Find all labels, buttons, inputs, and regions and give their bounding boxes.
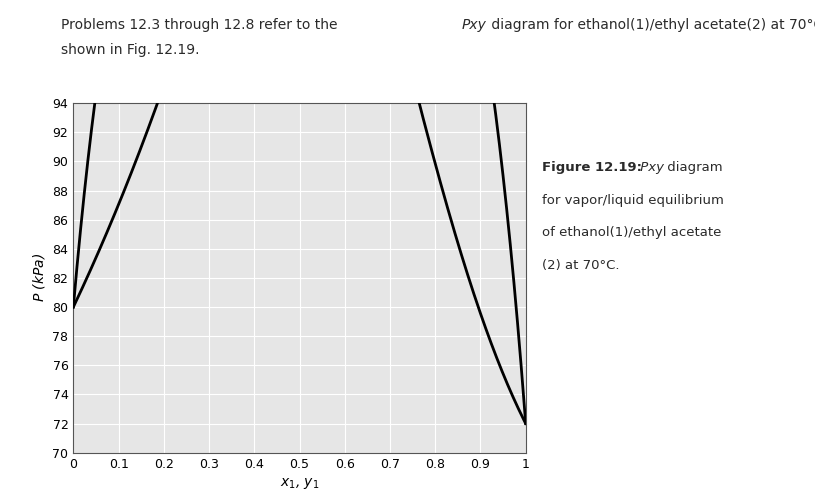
Text: for vapor/liquid equilibrium: for vapor/liquid equilibrium (542, 194, 724, 207)
Text: Problems 12.3 through 12.8 refer to the: Problems 12.3 through 12.8 refer to the (61, 18, 342, 32)
Text: diagram: diagram (663, 161, 722, 174)
Text: diagram for ethanol(1)/ethyl acetate(2) at 70°C: diagram for ethanol(1)/ethyl acetate(2) … (487, 18, 815, 32)
Text: shown in Fig. 12.19.: shown in Fig. 12.19. (61, 43, 200, 57)
Text: Figure 12.19:: Figure 12.19: (542, 161, 642, 174)
Text: Pxy: Pxy (461, 18, 487, 32)
Y-axis label: $P$ (kPa): $P$ (kPa) (31, 254, 47, 302)
Text: (2) at 70°C.: (2) at 70°C. (542, 259, 619, 272)
Text: Pxy: Pxy (636, 161, 663, 174)
X-axis label: $x_1$, $y_1$: $x_1$, $y_1$ (280, 476, 319, 491)
Text: of ethanol(1)/ethyl acetate: of ethanol(1)/ethyl acetate (542, 226, 721, 239)
